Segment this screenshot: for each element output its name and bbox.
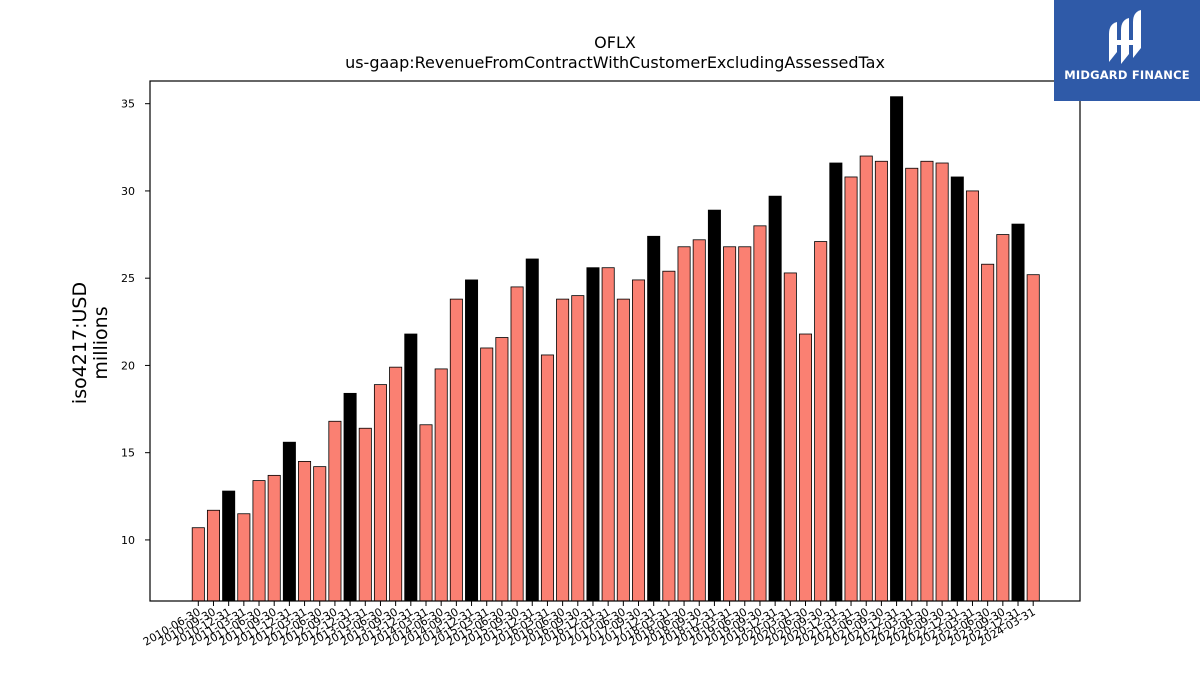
bar-2017-09-30 — [632, 279, 646, 602]
bar-2019-06-30 — [738, 246, 752, 602]
bar-2018-09-30 — [692, 239, 706, 602]
bar-2014-09-30 — [449, 298, 463, 602]
bar-2014-03-31 — [419, 424, 433, 602]
bar-2013-09-30 — [389, 366, 403, 602]
bar-2017-12-31 — [647, 235, 661, 602]
bar-2019-12-31 — [768, 195, 782, 602]
chart-title: OFLX — [594, 33, 636, 52]
bar-2015-06-30 — [495, 337, 509, 602]
bar-2013-12-31 — [404, 333, 418, 602]
bar-2016-12-31 — [586, 267, 600, 602]
bar-2013-06-30 — [373, 384, 387, 602]
bar-2010-12-31 — [222, 490, 236, 602]
logo-text: MIDGARD FINANCE — [1064, 68, 1190, 82]
bar-2018-03-31 — [662, 270, 676, 602]
bar-2014-06-30 — [434, 368, 448, 602]
bar-2021-03-31 — [844, 176, 858, 602]
bar-2020-06-30 — [799, 333, 813, 602]
bar-2018-12-31 — [707, 209, 721, 602]
bar-2011-03-31 — [237, 513, 251, 602]
y-axis-label-line2: millions — [90, 306, 112, 379]
bar-2022-09-30 — [935, 162, 949, 602]
bar-2010-06-30 — [191, 527, 205, 602]
bar-2012-09-30 — [328, 420, 342, 602]
midgard-logo-icon — [1109, 10, 1141, 64]
x-axis-ticks: 2010-06-302010-09-302010-12-312011-03-31… — [141, 601, 1038, 649]
bar-2020-09-30 — [814, 241, 828, 602]
bar-2014-12-31 — [465, 279, 479, 602]
bar-2017-03-31 — [601, 267, 615, 602]
bar-2023-09-30 — [996, 234, 1010, 602]
bar-2023-03-31 — [965, 190, 979, 602]
bar-2018-06-30 — [677, 246, 691, 602]
bar-2021-12-31 — [890, 96, 904, 602]
bar-2012-12-31 — [343, 392, 357, 602]
bar-2019-03-31 — [723, 246, 737, 602]
plot-frame — [149, 80, 1081, 602]
bar-2023-06-30 — [981, 263, 995, 602]
bar-2021-09-30 — [874, 160, 888, 602]
y-tick-label: 20 — [121, 359, 135, 372]
y-tick-label: 15 — [121, 447, 135, 460]
bar-2019-09-30 — [753, 225, 767, 602]
bar-2013-03-31 — [358, 427, 372, 602]
bar-2012-06-30 — [313, 466, 327, 602]
bar-2010-09-30 — [206, 509, 220, 602]
bar-2021-06-30 — [859, 155, 873, 602]
bar-2020-12-31 — [829, 162, 843, 602]
chart-subtitle: us-gaap:RevenueFromContractWithCustomerE… — [345, 53, 885, 72]
y-tick-label: 35 — [121, 98, 135, 111]
y-tick-label: 30 — [121, 185, 135, 198]
bar-2015-09-30 — [510, 286, 524, 602]
bar-2012-03-31 — [298, 460, 312, 602]
bar-2011-12-31 — [282, 441, 296, 602]
bar-2016-09-30 — [571, 295, 585, 602]
midgard-finance-logo: MIDGARD FINANCE — [1054, 0, 1200, 101]
bar-2023-12-31 — [1011, 223, 1025, 602]
bars-group — [191, 96, 1040, 602]
bar-2024-03-31 — [1026, 274, 1040, 602]
bar-2011-06-30 — [252, 480, 266, 602]
bar-2016-03-31 — [540, 354, 554, 602]
bar-2015-03-31 — [480, 347, 494, 602]
bar-2017-06-30 — [616, 298, 630, 602]
bar-2016-06-30 — [556, 298, 570, 602]
bar-2020-03-31 — [783, 272, 797, 602]
bar-2022-12-31 — [950, 176, 964, 602]
bar-2022-03-31 — [905, 167, 919, 602]
bar-2011-09-30 — [267, 474, 281, 602]
y-tick-label: 10 — [121, 534, 135, 547]
y-tick-label: 25 — [121, 272, 135, 285]
y-axis-label-line1: iso4217:USD — [69, 282, 91, 404]
bar-2022-06-30 — [920, 160, 934, 602]
y-axis-ticks: 10 15 20 25 30 35 — [121, 98, 150, 547]
bar-2015-12-31 — [525, 258, 539, 602]
y-axis-label: iso4217:USD millions — [69, 282, 112, 404]
